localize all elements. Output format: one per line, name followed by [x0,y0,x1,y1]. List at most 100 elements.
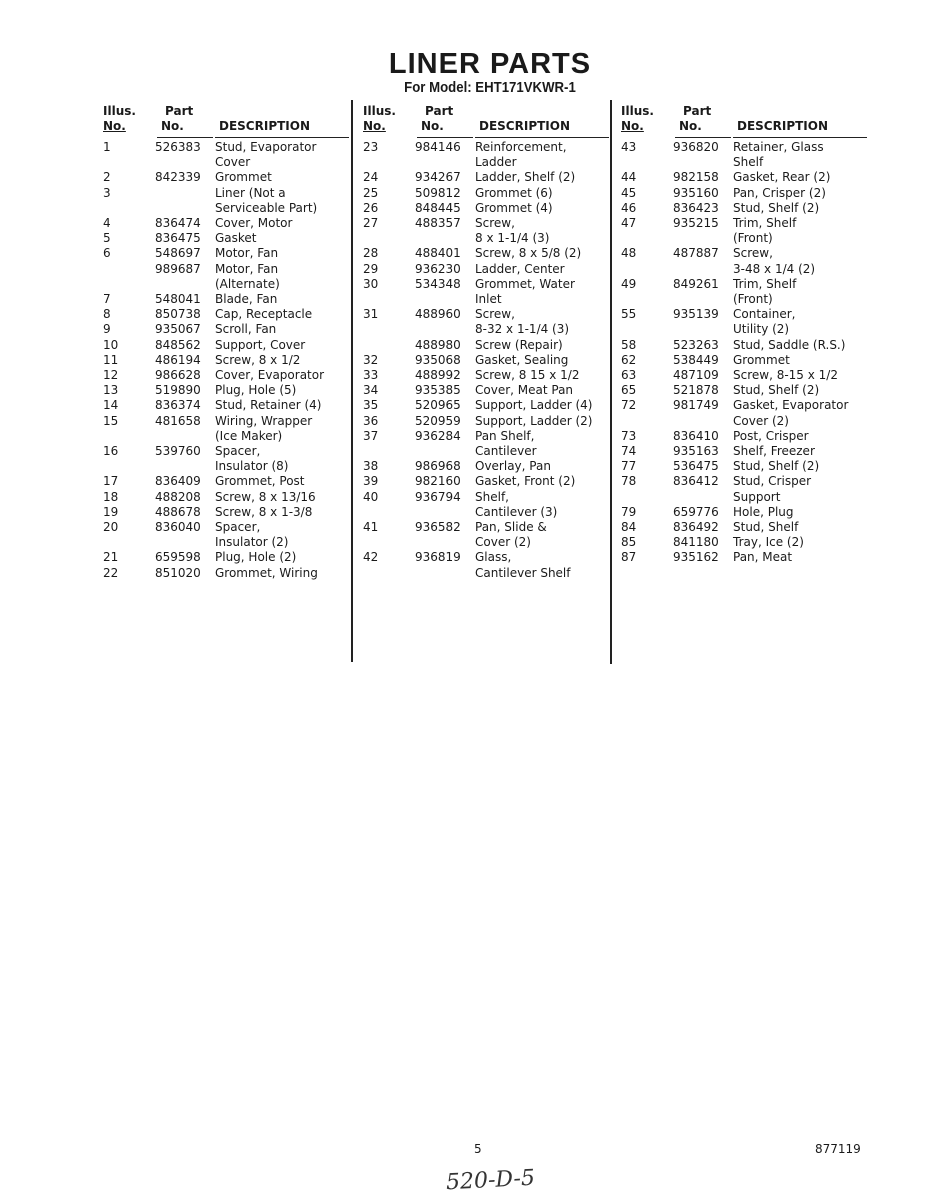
part-description: Plug, Hole (2) [215,550,349,565]
illus-number: 79 [621,504,637,519]
part-description: Cover, Evaporator [215,368,349,383]
table-row: 87 935162 Pan, Meat [617,550,867,565]
part-number: 848445 [415,200,461,215]
parts-column-3: Illus. No. Part No. DESCRIPTION 43 936820 Retai… [617,104,867,566]
illus-number: 25 [363,185,379,200]
part-description: Glass, Cantilever Shelf [475,550,609,580]
part-number: 521878 [673,383,719,398]
part-description: Stud, Retainer (4) [215,398,349,413]
part-number: 488401 [415,246,461,261]
table-row: 40 936794 Shelf, Cantilever (3) [359,490,609,520]
table-row: 47 935215 Trim, Shelf (Front) [617,216,867,246]
part-description: Cover, Meat Pan [475,383,609,398]
illus-number: 46 [621,200,637,215]
header-illus-1: Illus. [103,104,136,118]
illus-number: 47 [621,216,637,231]
header-rule [157,137,213,138]
illus-number: 27 [363,216,379,231]
illus-number: 9 [103,322,111,337]
illus-number: 21 [103,550,119,565]
description-line: Hole, Plug [733,504,794,519]
illus-number: 84 [621,520,637,535]
part-number: 488992 [415,368,461,383]
header-rule [417,137,473,138]
table-row: 35 520965 Support, Ladder (4) [359,398,609,413]
header-rule [733,137,867,138]
illus-number: 42 [363,550,379,565]
description-line: Reinforcement, [475,140,567,154]
description-line: Cantilever (3) [475,504,558,519]
part-number: 934267 [415,170,461,185]
illus-number: 6 [103,246,111,261]
table-row: 27 488357 Screw, 8 x 1-1/4 (3) [359,216,609,246]
part-number: 836492 [673,520,719,535]
description-line: Insulator (8) [215,459,289,474]
table-row: 488980 Screw (Repair) [359,338,609,353]
part-number: 936230 [415,261,461,276]
illus-number: 12 [103,368,119,383]
part-number: 836410 [673,428,719,443]
description-line: Shelf, [475,489,509,504]
part-number: 520959 [415,413,461,428]
description-line: Screw, 8 15 x 1/2 [475,368,580,383]
description-line: Serviceable Part) [215,200,318,215]
table-row: 72 981749 Gasket, Evaporator Cover (2) [617,398,867,428]
part-description: Support, Ladder (2) [475,414,609,429]
column-header: Illus. No. Part No. DESCRIPTION [99,104,349,140]
part-number: 488208 [155,489,201,504]
description-line: Grommet (6) [475,185,553,200]
table-row: 1 526383 Stud, Evaporator Cover [99,140,349,170]
part-number: 488357 [415,216,461,231]
part-number: 981749 [673,398,719,413]
illus-number: 5 [103,231,111,246]
illus-number: 43 [621,140,637,154]
illus-number: 1 [103,140,111,154]
illus-number: 74 [621,444,637,459]
description-line: (Front) [733,231,773,246]
description-line: Plug, Hole (5) [215,383,297,398]
illus-number: 38 [363,459,379,474]
description-line: Screw (Repair) [475,337,563,352]
part-number: 935162 [673,550,719,565]
part-description: Spacer, Insulator (2) [215,520,349,550]
part-description: Grommet, Post [215,474,349,489]
part-description: Grommet, Water Inlet [475,277,609,307]
model-subtitle: For Model: EHT171VKWR-1 [404,79,576,96]
illus-number [359,338,415,353]
description-line: Grommet [215,170,272,185]
table-row: 73 836410 Post, Crisper [617,429,867,444]
part-description: Screw, 8 15 x 1/2 [475,368,609,383]
description-line: Pan, Slide & [475,520,547,535]
part-description: Grommet (4) [475,201,609,216]
illus-number: 44 [621,170,637,185]
illus-number: 87 [621,550,637,565]
illus-number: 10 [103,337,119,352]
table-row: 44 982158 Gasket, Rear (2) [617,170,867,185]
table-row: 46 836423 Stud, Shelf (2) [617,201,867,216]
illus-number [99,262,155,292]
part-number: 536475 [673,459,719,474]
part-description: Screw, 8 x 1-1/4 (3) [475,216,609,246]
part-description: Pan, Meat [733,550,867,565]
part-number: 659598 [155,550,201,565]
illus-number: 36 [363,413,379,428]
description-line: Scroll, Fan [215,322,277,337]
page-number: 5 [474,1142,482,1156]
header-rule [215,137,349,138]
description-line: Stud, Saddle (R.S.) [733,337,846,352]
illus-number: 40 [363,489,379,504]
part-number: 986968 [415,459,461,474]
part-number: 659776 [673,504,719,519]
illus-number: 17 [103,474,119,489]
header-part-1: Part [425,104,454,118]
illus-number: 72 [621,398,637,413]
part-description: Pan, Slide & Cover (2) [475,520,609,550]
description-line: Post, Crisper [733,428,809,443]
description-line: Pan, Crisper (2) [733,185,826,200]
part-number: 841180 [673,535,719,550]
description-line: Shelf, Freezer [733,444,815,459]
description-line: Insulator (2) [215,535,289,550]
part-number: 534348 [415,276,461,291]
part-description: Stud, Shelf (2) [733,459,867,474]
part-description: Shelf, Freezer [733,444,867,459]
